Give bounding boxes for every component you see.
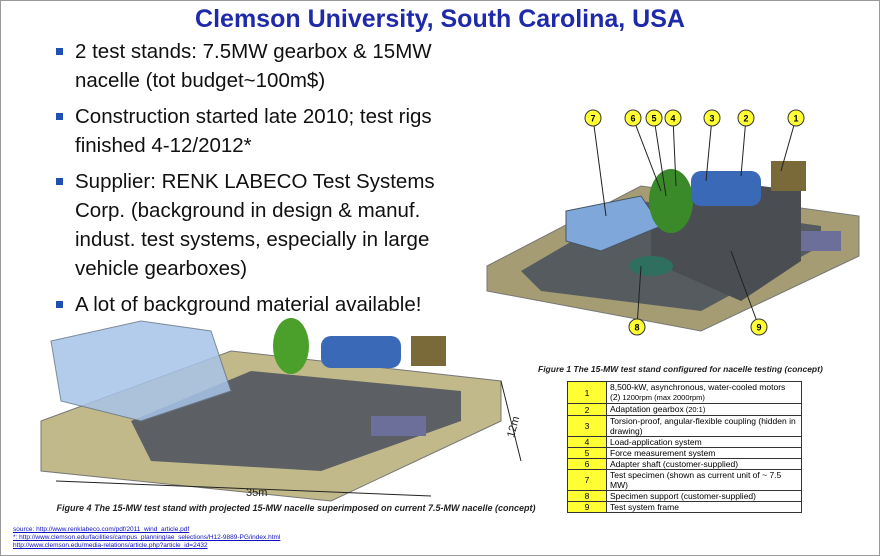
row-description: Adapter shaft (customer-supplied) xyxy=(610,459,738,469)
row-number: 5 xyxy=(568,448,607,459)
figure1-caption: Figure 1 The 15-MW test stand configured… xyxy=(538,364,823,374)
source-link[interactable]: source: http://www.renklabeco.com/pdf/20… xyxy=(13,526,280,534)
callout-number: 6 xyxy=(630,114,635,124)
row-text: Adapter shaft (customer-supplied) xyxy=(607,459,802,470)
sources: source: http://www.renklabeco.com/pdf/20… xyxy=(13,526,280,550)
source-link[interactable]: *: http://www.clemson.edu/facilities/cam… xyxy=(13,534,280,542)
row-number: 7 xyxy=(568,470,607,491)
callout-line xyxy=(741,118,746,176)
row-number: 4 xyxy=(568,437,607,448)
figure4-caption: Figure 4 The 15-MW test stand with proje… xyxy=(56,503,536,513)
row-number: 3 xyxy=(568,416,607,437)
row-text: Adaptation gearbox(20:1) xyxy=(607,404,802,416)
row-number: 1 xyxy=(568,382,607,404)
row-text: Force measurement system xyxy=(607,448,802,459)
row-description: Torsion-proof, angular-flexible coupling… xyxy=(610,416,796,436)
row-description: Load-application system xyxy=(610,437,702,447)
slide: Clemson University, South Carolina, USA … xyxy=(0,0,880,556)
row-text: 8,500-kW, asynchronous, water-cooled mot… xyxy=(607,382,802,404)
callout-number: 9 xyxy=(756,323,761,333)
row-description: Test specimen (shown as current unit of … xyxy=(610,470,781,490)
row-text: Specimen support (customer-supplied) xyxy=(607,491,802,502)
callout-number: 1 xyxy=(793,114,798,124)
callout-line xyxy=(633,118,661,191)
callout-line xyxy=(593,118,606,216)
row-description: Force measurement system xyxy=(610,448,715,458)
callout: 2 xyxy=(738,110,754,176)
callout-number: 8 xyxy=(634,323,639,333)
callout: 7 xyxy=(585,110,606,216)
row-note: 1200rpm (max 2000rpm) xyxy=(622,393,705,402)
row-description: Test system frame xyxy=(610,502,679,512)
source-link[interactable]: http://www.clemson.edu/media-relations/a… xyxy=(13,542,280,550)
callout-number: 7 xyxy=(590,114,595,124)
figure4-drawing xyxy=(41,318,521,501)
row-description: Adaptation gearbox xyxy=(610,404,684,414)
row-note: (20:1) xyxy=(686,405,706,414)
row-number: 9 xyxy=(568,502,607,513)
callout: 3 xyxy=(704,110,720,181)
row-number: 8 xyxy=(568,491,607,502)
row-text: Torsion-proof, angular-flexible coupling… xyxy=(607,416,802,437)
callout-number: 4 xyxy=(670,114,675,124)
row-text: Test specimen (shown as current unit of … xyxy=(607,470,802,491)
callout-number: 2 xyxy=(743,114,748,124)
callout-number: 5 xyxy=(651,114,656,124)
figure1-drawing xyxy=(487,161,859,331)
row-description: Specimen support (customer-supplied) xyxy=(610,491,756,501)
callout-number: 3 xyxy=(709,114,714,124)
row-number: 6 xyxy=(568,459,607,470)
length-label: 35m xyxy=(246,487,267,499)
row-number: 2 xyxy=(568,404,607,416)
row-text: Load-application system xyxy=(607,437,802,448)
row-text: Test system frame xyxy=(607,502,802,513)
